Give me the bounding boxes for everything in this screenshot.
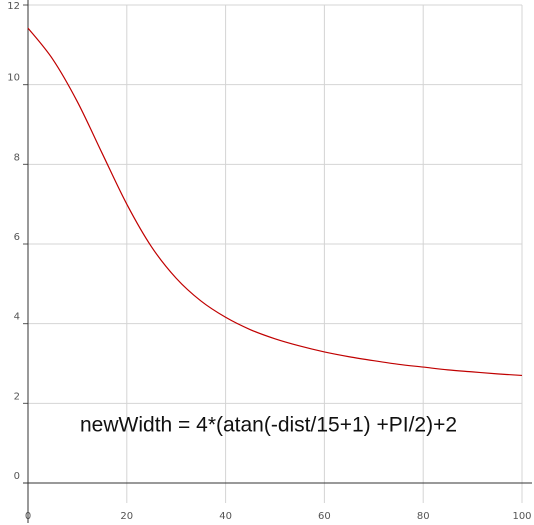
formula-annotation: newWidth = 4*(atan(-dist/15+1) +PI/2)+2 [80,414,457,437]
y-tick-label: 12 [7,1,20,12]
curve [27,27,523,377]
y-tick-label: 6 [14,232,20,243]
y-tick-label: 0 [14,471,20,482]
y-tick-label: 8 [14,152,20,163]
y-tick-label: 2 [14,391,20,402]
x-tick-label: 80 [417,511,430,522]
x-tick-label: 60 [318,511,331,522]
x-tick-label: 100 [512,511,531,522]
x-tick-label: 20 [120,511,133,522]
x-tick-label: 40 [219,511,232,522]
y-tick-label: 4 [14,312,20,323]
y-tick-label: 10 [7,73,20,84]
